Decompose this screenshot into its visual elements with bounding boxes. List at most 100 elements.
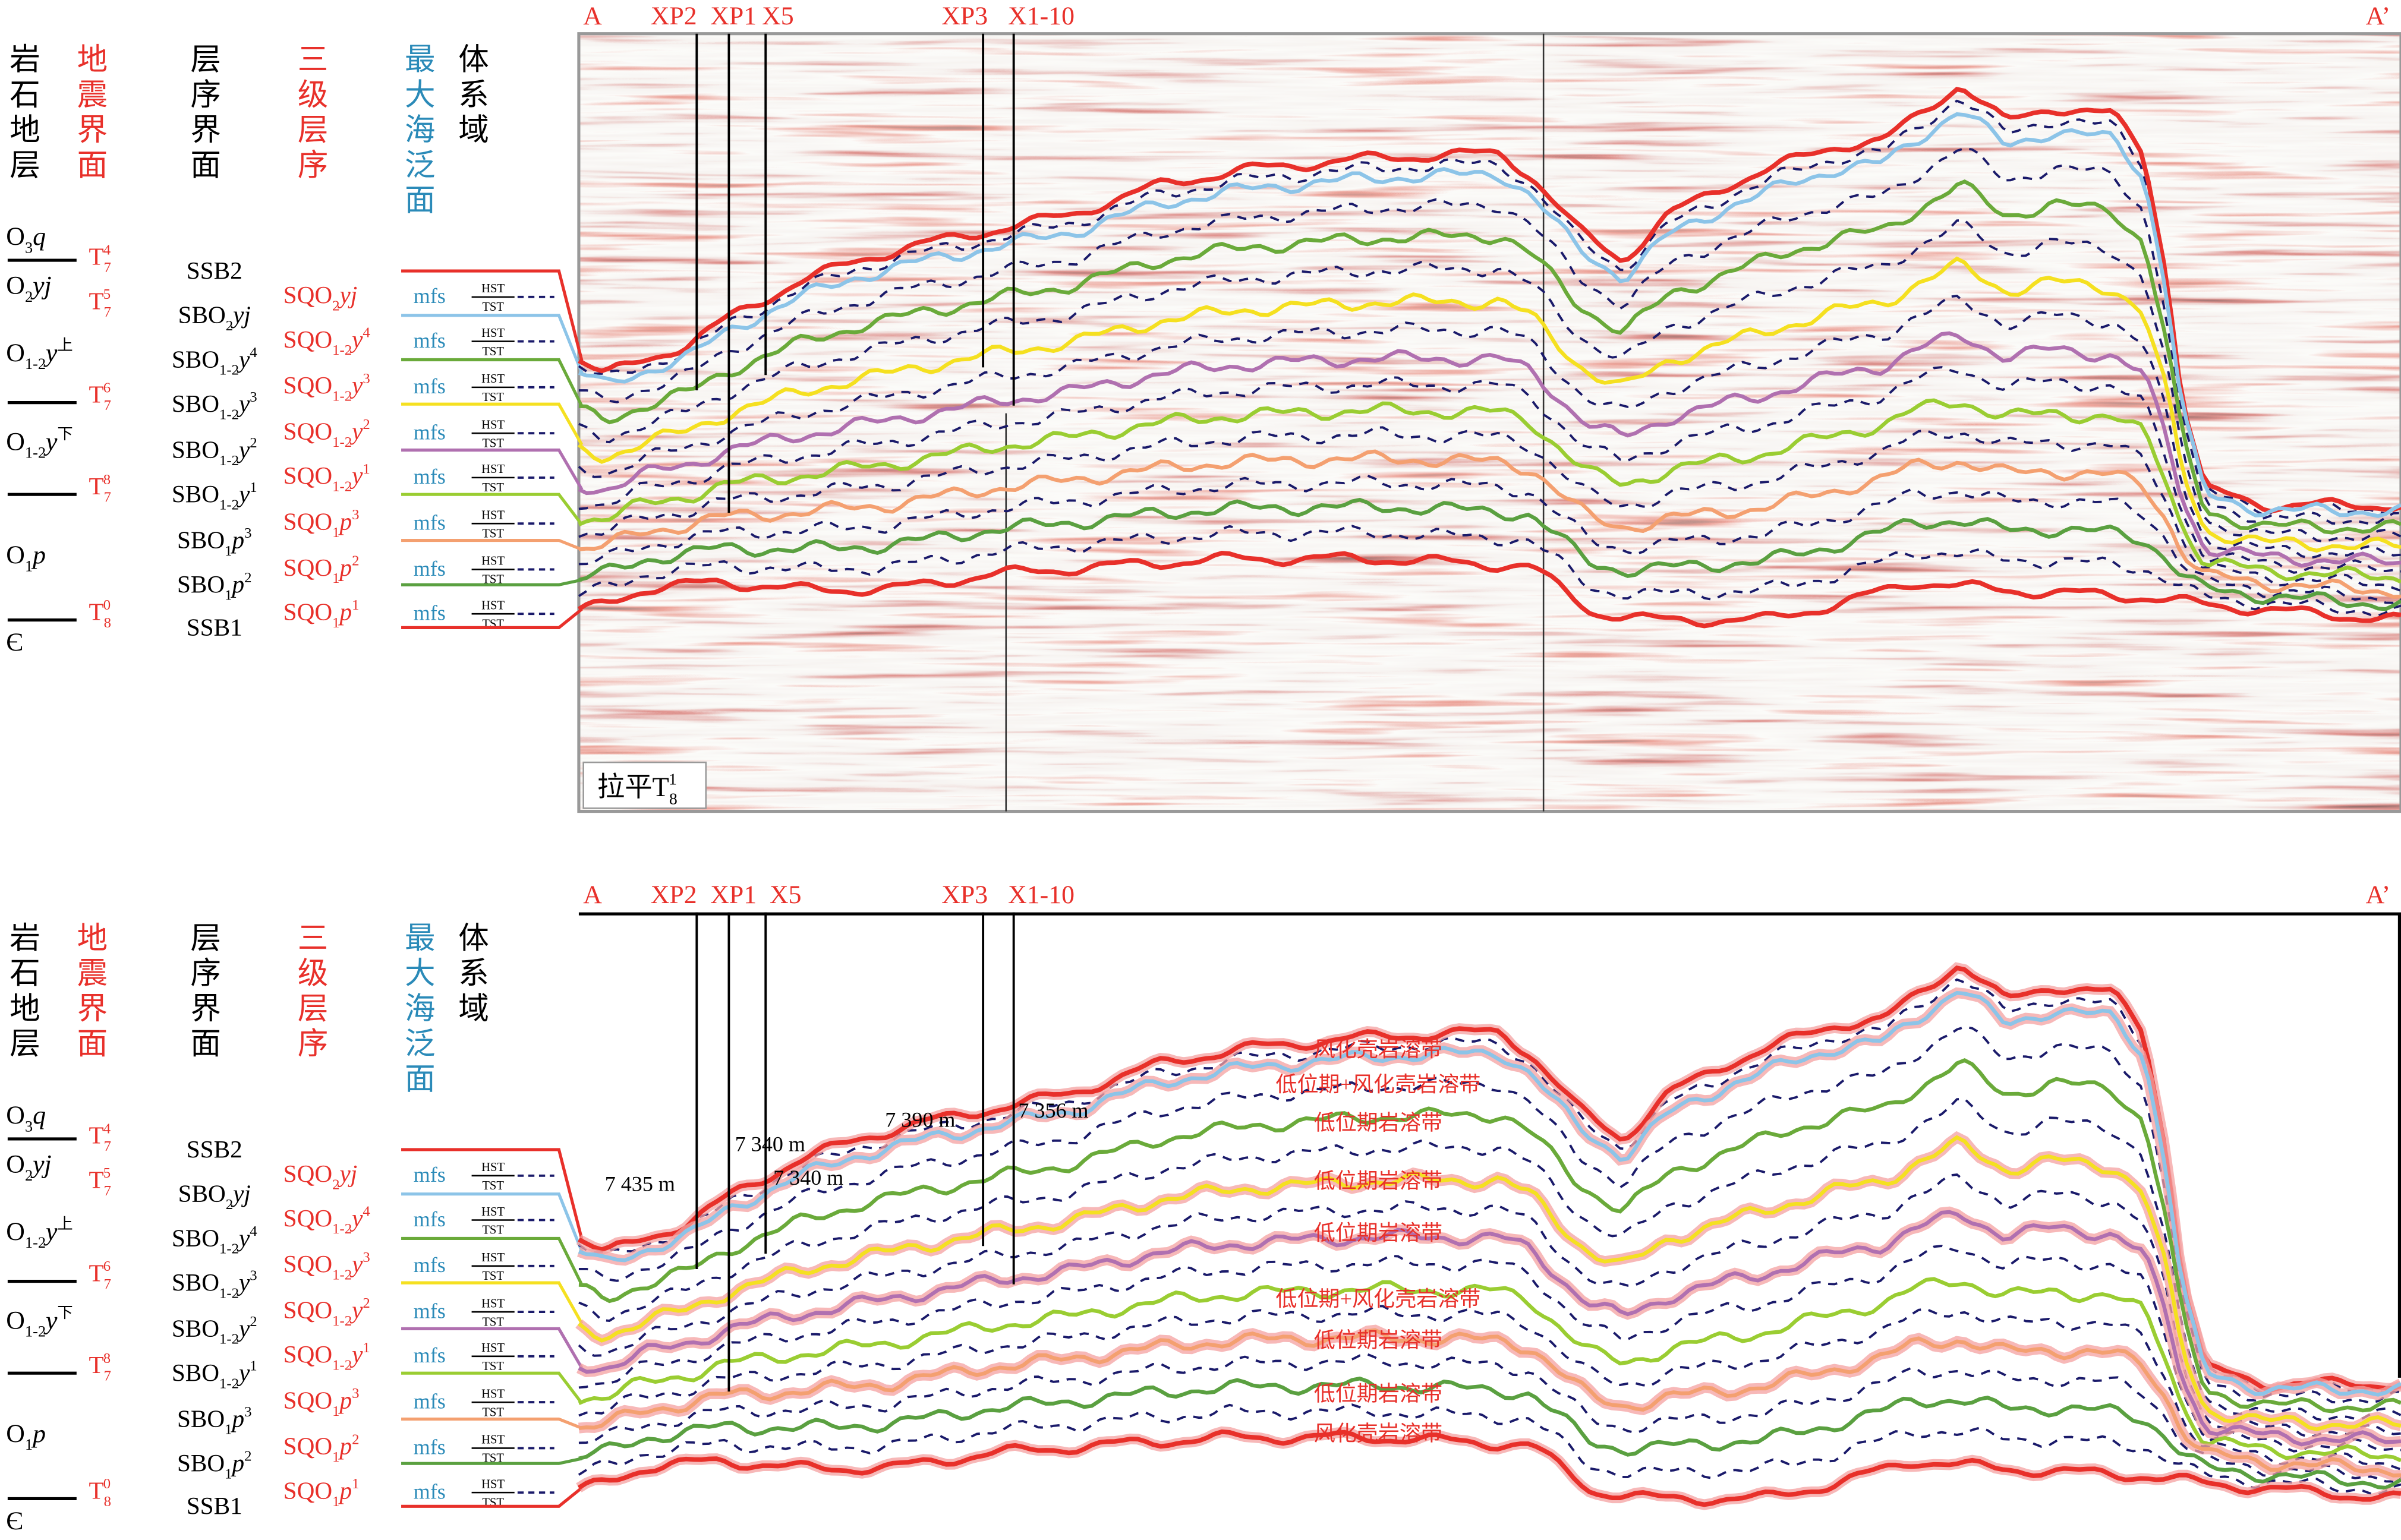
interface-label: T7 8: [89, 472, 111, 506]
sequence-label: SQO1p1: [283, 597, 360, 631]
label-part: 1-2: [219, 406, 239, 422]
label-part: 2: [250, 1314, 257, 1330]
well-label: X5: [762, 2, 794, 30]
depth-label: 7 390 m: [885, 1107, 955, 1131]
mfs-label: mfs: [414, 557, 446, 580]
label-part: T: [89, 1166, 103, 1193]
tst-label: TST: [482, 391, 504, 404]
label-part: 2: [226, 1197, 233, 1213]
label-part: y: [349, 462, 363, 489]
depth-label: 7 435 m: [605, 1172, 675, 1196]
label-part: SBO: [177, 1449, 225, 1476]
column-header: 地震界面: [72, 922, 107, 1062]
label-part: SQO: [283, 598, 332, 625]
label-part: SBO: [177, 570, 225, 598]
karst-zone-label: 低位期+风化壳岩溶带: [1275, 1072, 1480, 1096]
label-part: SSB2: [187, 257, 242, 284]
mfs-horizon: [578, 1245, 2401, 1453]
label-part: SQO: [283, 554, 332, 581]
label-part: y: [237, 436, 250, 463]
label-part: 3: [363, 1249, 370, 1266]
label-part: 1: [363, 461, 370, 477]
depth-label: 7 340 m: [773, 1166, 843, 1189]
interface-label: T8 0: [89, 1476, 111, 1510]
label-part: 0: [103, 1476, 111, 1492]
tst-label: TST: [482, 573, 504, 586]
mfs-label: mfs: [414, 510, 446, 534]
label-part: 7: [104, 1276, 111, 1292]
boundary-label: SBO1p3: [177, 525, 252, 559]
label-part: 4: [103, 1121, 111, 1137]
sequence-label: SQO1-2y3: [283, 1249, 370, 1283]
label-part: 3: [250, 1268, 257, 1284]
well-label: A: [583, 2, 602, 30]
label-part: y: [43, 428, 58, 456]
label-part: O: [6, 541, 25, 569]
label-part: 4: [250, 1223, 257, 1239]
well-label: X1-10: [1008, 881, 1075, 909]
label-part: 1: [250, 479, 257, 496]
karst-zone-label: 风化壳岩溶带: [1314, 1037, 1442, 1061]
boundary-label: SBO1-2y1: [172, 1358, 257, 1392]
stratum-label: Є: [6, 1507, 23, 1535]
horizon: [578, 1058, 2401, 1413]
label-part: 7: [104, 260, 111, 276]
label-part: y: [349, 371, 363, 399]
sequence-label: SQO1p2: [283, 553, 360, 586]
label-part: T: [89, 381, 103, 408]
content: 岩石地层 地震界面 层序界面 三级层序 最大海泛面 体系域O3qO2yjO1-2y上O1-…: [5, 2, 2401, 1535]
label-part: q: [33, 1101, 46, 1129]
sequence-label: SQO2yj: [283, 281, 358, 314]
label-part: 1-2: [219, 453, 239, 469]
boundary-label: SBO2yj: [178, 301, 251, 334]
horizon: [578, 112, 2401, 518]
tst-label: TST: [482, 1315, 504, 1328]
label-part: y: [237, 1314, 250, 1342]
column-header: 三级层序: [292, 43, 327, 184]
hst-label: HST: [481, 1342, 505, 1355]
boundary-connector: [401, 608, 583, 629]
label-part: SQO: [283, 1386, 332, 1413]
hst-label: HST: [481, 327, 505, 340]
label-part: 4: [363, 325, 370, 341]
mfs-horizon: [578, 1353, 2401, 1483]
sequence-label: SQO1-2y1: [283, 461, 370, 495]
well-label: XP2: [651, 2, 697, 30]
label-part: Є: [6, 1507, 23, 1535]
horizon: [577, 1135, 2401, 1432]
horizon: [578, 1376, 2401, 1490]
label-part: T: [89, 472, 103, 500]
well-label: XP2: [651, 881, 697, 909]
horizon: [578, 990, 2401, 1397]
label-part: y: [43, 339, 58, 367]
mfs-horizon: [578, 525, 2401, 617]
label-part: 1-2: [25, 355, 46, 373]
label-part: 8: [104, 615, 111, 631]
mfs-label: mfs: [414, 1253, 446, 1277]
label-part: y: [349, 417, 363, 444]
label-part: 8: [103, 1350, 111, 1367]
sequence-label: SQO1p2: [283, 1431, 360, 1465]
horizon: [578, 1328, 2401, 1478]
sequence-label: SQO1p1: [283, 1476, 360, 1510]
label-part: SQO: [283, 1432, 332, 1460]
label-part: yj: [337, 1160, 357, 1187]
mfs-label: mfs: [414, 1479, 446, 1503]
mfs-label: mfs: [414, 1207, 446, 1231]
tst-label: TST: [482, 1224, 504, 1237]
interface-label: T7 4: [89, 242, 111, 276]
column-header: 体系域: [453, 43, 488, 149]
label-part: p: [231, 1449, 245, 1476]
tst-label: TST: [482, 345, 504, 358]
horizon: [578, 1277, 2401, 1463]
label-part: SQO: [283, 1204, 332, 1232]
label-part: y: [237, 1359, 250, 1386]
well-label: XP1: [710, 881, 757, 909]
mfs-horizon: [578, 147, 2401, 525]
label-part: 1: [225, 587, 232, 603]
mfs-label: mfs: [414, 465, 446, 488]
interface-label: T7 6: [89, 1258, 111, 1292]
boundary-connector: [401, 1371, 584, 1405]
label-part: 7: [104, 304, 111, 320]
label-part: y: [349, 326, 363, 353]
